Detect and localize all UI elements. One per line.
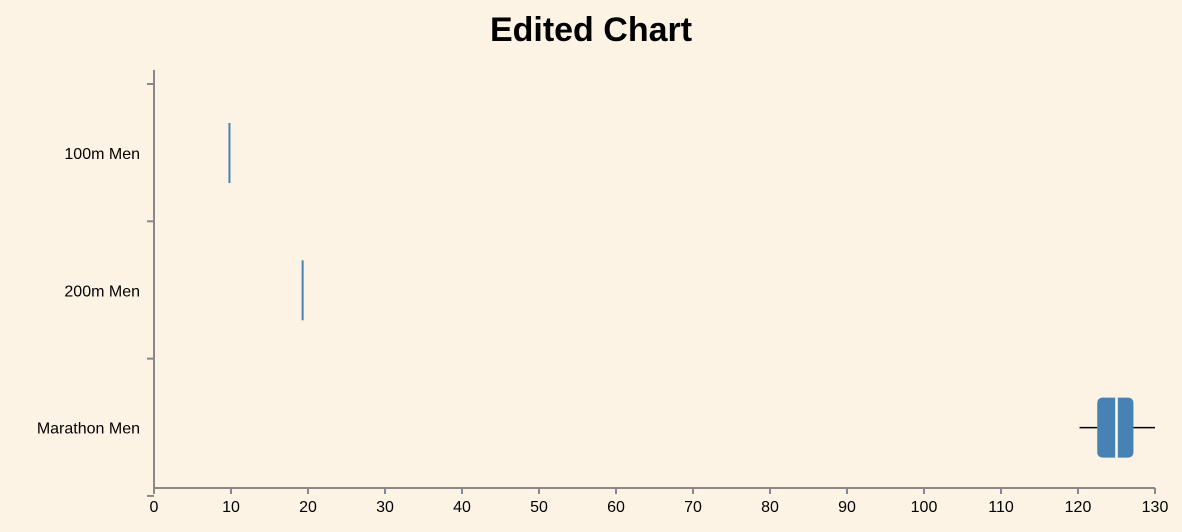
box-marks [228,123,1155,458]
x-tick-label: 60 [607,499,625,516]
x-tick-label: 40 [453,499,471,516]
x-tick-label: 80 [761,499,779,516]
x-tick-label: 110 [988,499,1014,516]
x-tick-label: 20 [299,499,317,516]
x-tick-label: 30 [376,499,394,516]
y-category-label: 100m Men [64,146,140,163]
axes: 0 10 20 30 40 50 60 70 80 90 100 110 120 130 100m Men 2… [37,70,1169,516]
x-tick-label: 130 [1142,499,1169,516]
x-tick-label: 0 [150,499,159,516]
box-marathon-men [1079,397,1155,458]
x-tick-label: 90 [838,499,856,516]
y-category-label: 200m Men [64,283,140,300]
x-tick-label: 120 [1065,499,1092,516]
x-tick-label: 10 [222,499,240,516]
x-tick-label: 50 [530,499,548,516]
chart-title: Edited Chart [490,11,692,49]
y-category-label: Marathon Men [37,421,140,438]
x-tick-label: 70 [684,499,702,516]
x-tick-label: 100 [911,499,938,516]
